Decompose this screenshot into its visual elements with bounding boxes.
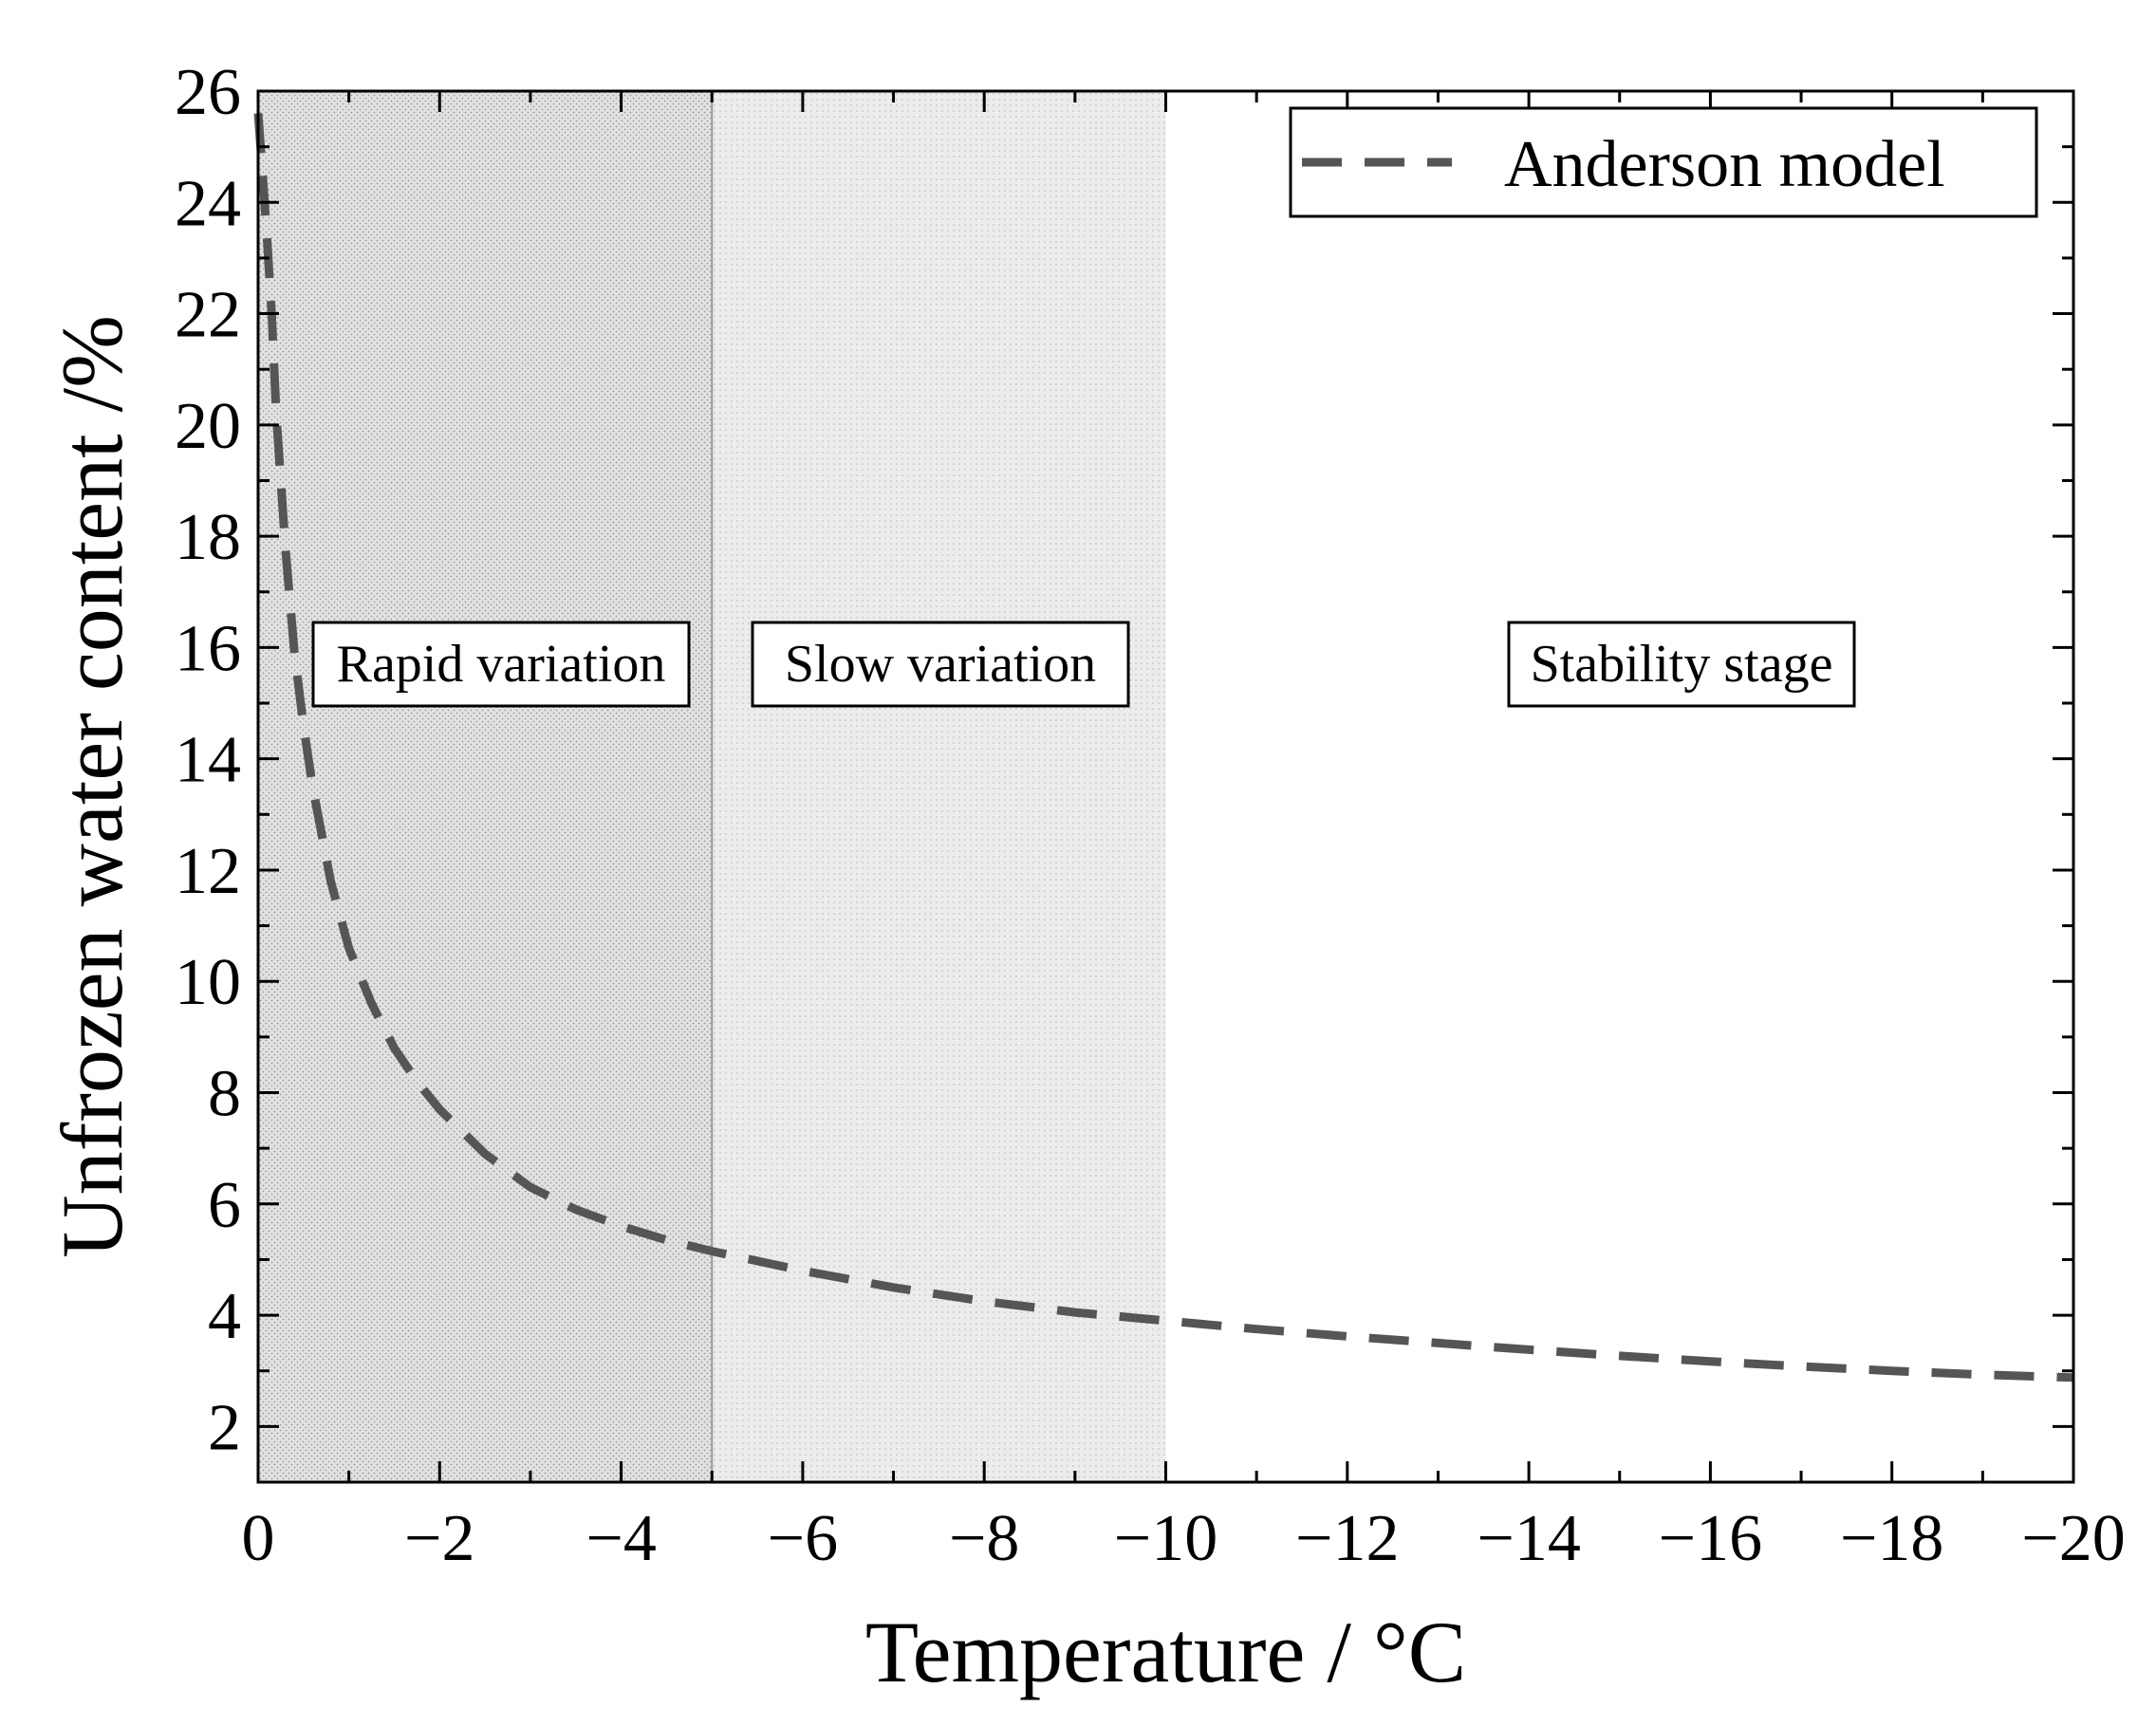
axis-ticks <box>256 89 2075 1484</box>
y-tick-label: 6 <box>208 1169 241 1242</box>
y-axis-title: Unfrozen water content /% <box>44 315 140 1258</box>
x-axis-title: Temperature / °C <box>865 1604 1466 1700</box>
y-tick-label: 14 <box>175 724 241 797</box>
y-tick-label: 8 <box>208 1058 241 1131</box>
shaded-regions <box>258 91 1166 1482</box>
x-tick-label: −18 <box>1840 1502 1943 1575</box>
region-label-box <box>1507 621 1856 708</box>
y-tick-label: 22 <box>175 279 241 352</box>
series-line-anderson-model <box>253 113 2074 1383</box>
y-tick-label: 16 <box>175 612 241 685</box>
region-label-slow-variation: Slow variation <box>785 635 1096 694</box>
series-layer <box>253 113 2074 1383</box>
x-tick-labels: 0 −2 −4 −6 −8 −10 −12 −14 −16 −18 −20 <box>242 1502 2126 1575</box>
y-tick-label: 20 <box>175 390 241 463</box>
x-tick-label: −20 <box>2021 1502 2125 1575</box>
y-tick-label: 2 <box>208 1391 241 1464</box>
y-tick-label: 4 <box>208 1280 241 1353</box>
region-label-box <box>751 621 1130 708</box>
x-tick-label: −14 <box>1477 1502 1580 1575</box>
y-tick-label: 12 <box>175 835 241 908</box>
x-tick-label: −16 <box>1659 1502 1762 1575</box>
x-tick-label: −8 <box>949 1502 1019 1575</box>
region-label-box <box>311 621 691 708</box>
x-tick-label: −6 <box>768 1502 838 1575</box>
region-labels: Rapid variation Slow variation Stability s… <box>311 621 1856 708</box>
legend-box <box>1289 106 2038 218</box>
legend-label-anderson-model: Anderson model <box>1504 128 1945 201</box>
y-tick-label: 24 <box>175 167 241 240</box>
x-tick-label: −12 <box>1295 1502 1399 1575</box>
region-slow-variation <box>712 91 1166 1482</box>
x-tick-label: −10 <box>1114 1502 1217 1575</box>
y-tick-label: 26 <box>175 56 241 129</box>
y-tick-label: 10 <box>175 946 241 1019</box>
x-tick-label: 0 <box>242 1502 275 1575</box>
y-tick-label: 18 <box>175 501 241 574</box>
region-rapid-variation <box>258 91 713 1482</box>
x-tick-label: −2 <box>404 1502 474 1575</box>
region-label-rapid-variation: Rapid variation <box>337 635 666 694</box>
legend: Anderson model <box>1289 106 2038 218</box>
x-tick-label: −4 <box>585 1502 656 1575</box>
region-label-stability-stage: Stability stage <box>1531 635 1833 694</box>
